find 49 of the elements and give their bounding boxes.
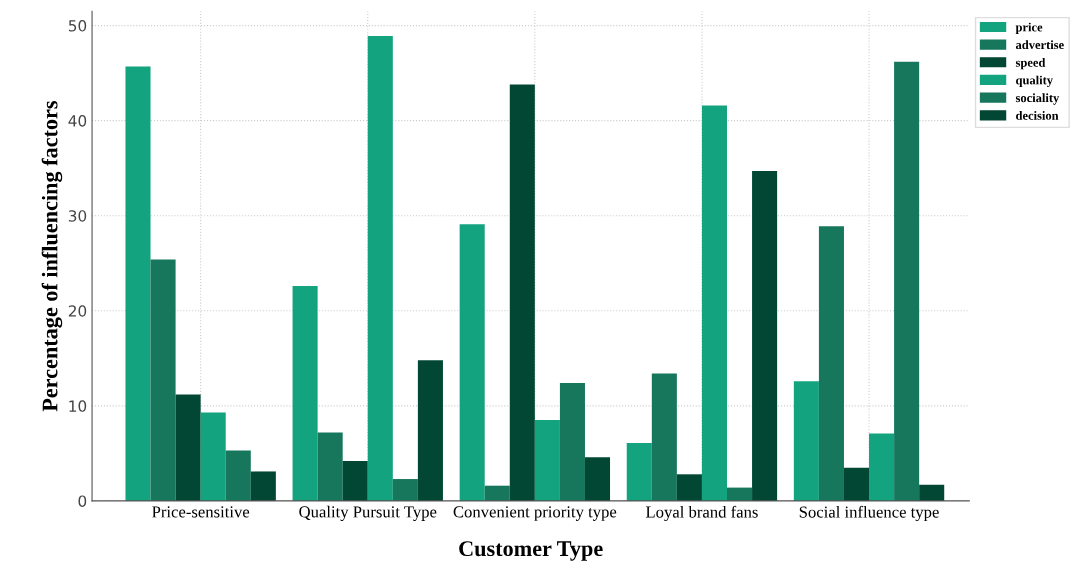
bar	[919, 484, 945, 501]
bar	[676, 474, 702, 501]
bar	[534, 420, 560, 501]
bar	[584, 457, 611, 501]
legend-label: advertise	[1015, 40, 1064, 50]
bar	[818, 226, 844, 501]
x-tick-label: Convenient priority type	[453, 506, 617, 521]
y-tick-label: 30	[68, 210, 87, 222]
bar	[651, 373, 677, 501]
bar	[417, 360, 443, 501]
bar	[292, 286, 318, 501]
bar	[752, 171, 778, 501]
legend-label: speed	[1015, 57, 1046, 70]
x-tick-label: Quality Pursuit Type	[299, 505, 437, 521]
bar	[459, 224, 485, 501]
legend-label: price	[1015, 22, 1043, 34]
bar	[317, 432, 343, 501]
bar	[727, 487, 753, 501]
y-axis-title: Percentage of influencing factors	[41, 101, 63, 412]
bar	[793, 381, 819, 501]
bar	[843, 467, 870, 501]
x-axis-title: Customer Type	[459, 541, 603, 561]
bar	[367, 36, 393, 501]
x-tick-label: Social influence type	[799, 505, 939, 522]
bar	[869, 433, 895, 501]
bar	[894, 61, 920, 501]
y-tick-label: 0	[78, 495, 87, 507]
bar	[150, 259, 176, 501]
bar	[392, 479, 418, 501]
bar	[125, 66, 151, 501]
x-tick-label: Price-sensitive	[152, 506, 250, 518]
legend-label: quality	[1016, 75, 1053, 87]
bar	[559, 383, 585, 501]
y-tick-label: 10	[69, 400, 87, 412]
bar	[342, 460, 368, 501]
bar	[509, 84, 535, 501]
bar	[701, 105, 727, 501]
bar	[626, 442, 652, 501]
y-tick-label: 50	[68, 20, 87, 32]
bar	[175, 394, 201, 501]
legend-label: decision	[1016, 111, 1059, 120]
bar	[200, 412, 226, 501]
bar	[225, 450, 251, 501]
bar	[484, 485, 510, 501]
legend-label: sociality	[1015, 93, 1060, 105]
bar	[250, 471, 276, 501]
y-tick-label: 40	[68, 115, 87, 127]
y-tick-label: 20	[68, 305, 87, 317]
x-tick-label: Loyal brand fans	[645, 505, 758, 522]
